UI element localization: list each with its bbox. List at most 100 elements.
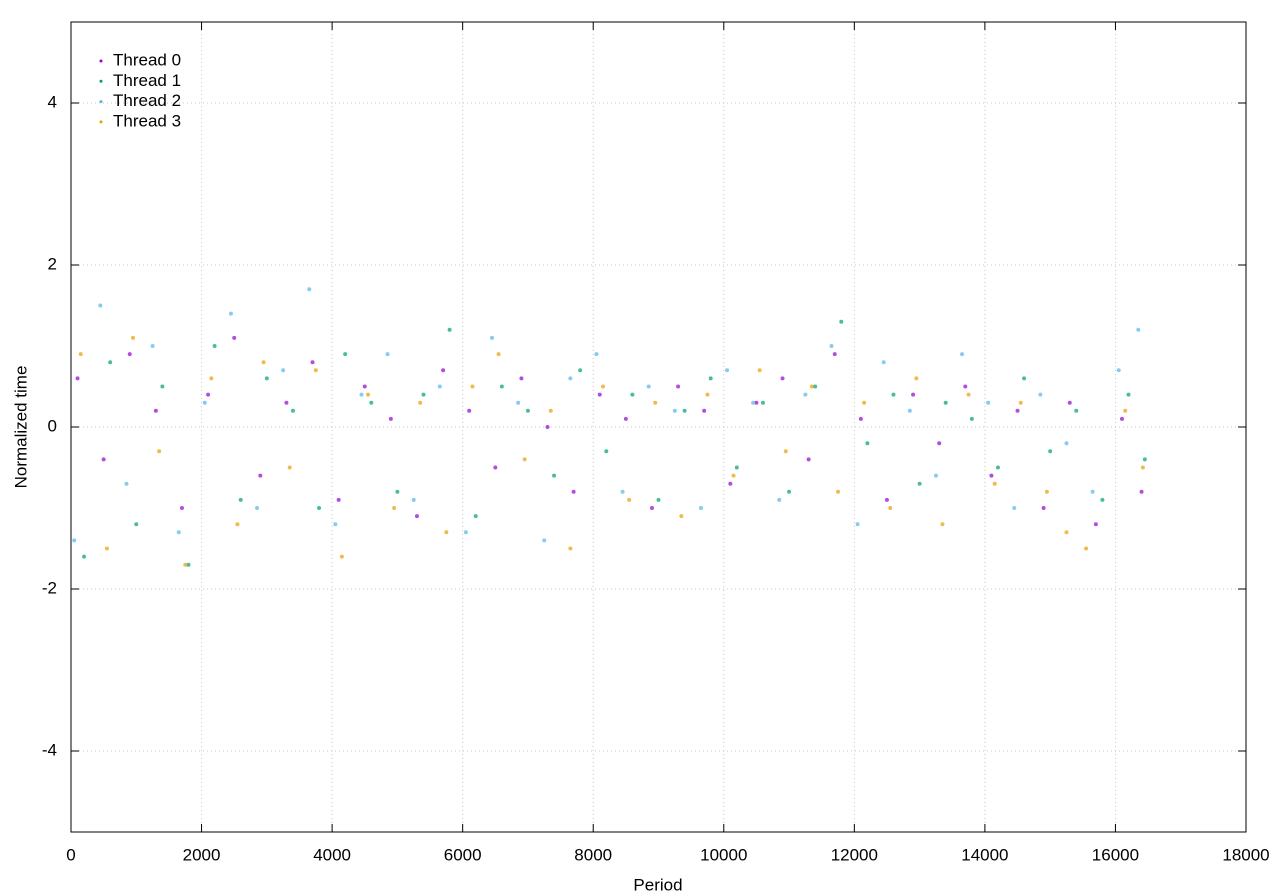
point xyxy=(232,335,237,340)
point xyxy=(516,400,521,405)
legend-marker xyxy=(99,79,103,83)
point xyxy=(623,416,628,421)
point xyxy=(933,473,938,478)
point xyxy=(1093,522,1098,527)
x-axis-label: Period xyxy=(633,875,682,894)
point xyxy=(490,335,495,340)
point xyxy=(362,384,367,389)
x-tick-label: 2000 xyxy=(183,845,221,864)
point xyxy=(653,400,658,405)
point xyxy=(493,465,498,470)
point xyxy=(284,400,289,405)
point xyxy=(803,392,808,397)
point xyxy=(1012,506,1017,510)
point xyxy=(594,352,599,357)
point xyxy=(806,457,811,462)
point xyxy=(568,546,573,551)
legend-marker xyxy=(99,100,103,104)
legend-label: Thread 0 xyxy=(113,50,181,69)
point xyxy=(891,392,896,397)
point xyxy=(104,546,109,551)
point xyxy=(888,506,893,510)
point xyxy=(499,384,504,389)
point xyxy=(1142,457,1147,462)
point xyxy=(601,384,606,389)
x-tick-label: 8000 xyxy=(574,845,612,864)
legend-label: Thread 2 xyxy=(113,91,181,110)
point xyxy=(437,384,442,389)
point xyxy=(597,392,602,397)
point xyxy=(1022,376,1027,381)
point xyxy=(960,352,965,357)
point xyxy=(783,449,788,454)
point xyxy=(1100,497,1105,502)
point xyxy=(1064,441,1069,446)
point xyxy=(725,368,730,373)
point xyxy=(385,352,390,357)
point xyxy=(989,473,994,478)
point xyxy=(568,376,573,381)
point xyxy=(1136,327,1141,332)
point xyxy=(858,416,863,421)
x-tick-label: 10000 xyxy=(700,845,747,864)
point xyxy=(649,506,654,510)
point xyxy=(839,319,844,324)
point xyxy=(777,497,782,502)
point xyxy=(281,368,286,373)
x-tick-label: 0 xyxy=(66,845,75,864)
point xyxy=(966,392,971,397)
point xyxy=(751,400,756,405)
point xyxy=(339,554,344,559)
point xyxy=(206,392,211,397)
point xyxy=(1038,392,1043,397)
point xyxy=(731,473,736,478)
point xyxy=(1015,408,1020,413)
point xyxy=(463,530,468,535)
point xyxy=(310,360,315,365)
point xyxy=(1123,408,1128,413)
point xyxy=(444,530,449,535)
point xyxy=(131,335,136,340)
point xyxy=(620,489,625,494)
point xyxy=(366,392,371,397)
point xyxy=(728,481,733,486)
point xyxy=(127,352,132,357)
point xyxy=(1116,368,1121,373)
point xyxy=(359,392,364,397)
point xyxy=(813,384,818,389)
x-tick-label: 14000 xyxy=(961,845,1008,864)
point xyxy=(1084,546,1089,551)
x-tick-label: 18000 xyxy=(1222,845,1269,864)
point xyxy=(98,303,103,308)
point xyxy=(238,497,243,502)
point xyxy=(176,530,181,535)
plot-frame xyxy=(70,21,1247,833)
point xyxy=(418,400,423,405)
point xyxy=(604,449,609,454)
point xyxy=(1067,400,1072,405)
legend-marker xyxy=(99,120,103,124)
y-tick-label: -4 xyxy=(42,740,57,759)
point xyxy=(702,408,707,413)
point xyxy=(809,384,814,389)
point xyxy=(855,522,860,527)
point xyxy=(627,497,632,502)
point xyxy=(1126,392,1131,397)
x-tick-label: 4000 xyxy=(313,845,351,864)
point xyxy=(571,489,576,494)
y-tick-label: -2 xyxy=(42,578,57,597)
point xyxy=(943,400,948,405)
point xyxy=(258,473,263,478)
point xyxy=(787,489,792,494)
point xyxy=(82,554,87,559)
point xyxy=(411,497,416,502)
point xyxy=(369,400,374,405)
point xyxy=(441,368,446,373)
point xyxy=(542,538,547,543)
point xyxy=(290,408,295,413)
point xyxy=(179,506,184,510)
point xyxy=(264,376,269,381)
y-tick-label: 2 xyxy=(48,254,57,273)
point xyxy=(75,376,80,381)
